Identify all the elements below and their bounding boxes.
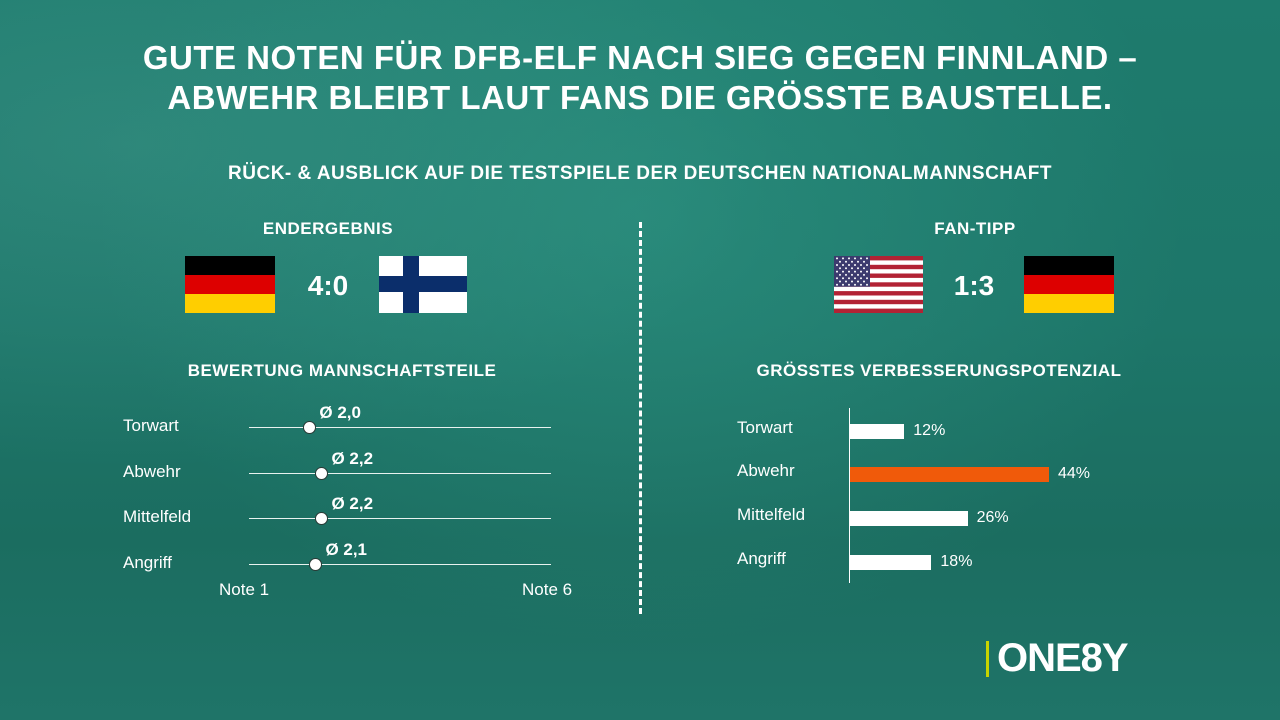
logo-accent-bar — [986, 641, 989, 677]
ratings-chart-title: BEWERTUNG MANNSCHAFTSTEILE — [187, 361, 497, 380]
result-header: ENDERGEBNIS — [262, 219, 394, 238]
potential-bar — [850, 424, 905, 439]
x-max-label: Note 6 — [522, 580, 573, 599]
bar-axis-line — [849, 408, 850, 583]
tip-score: 1:3 — [953, 270, 995, 301]
rating-marker — [302, 421, 316, 434]
rating-marker — [308, 558, 322, 571]
section-divider — [639, 222, 642, 614]
potential-bar — [850, 555, 932, 570]
rating-marker — [314, 512, 328, 525]
rating-average-label: Ø 2,1 — [325, 540, 368, 559]
germany-flag-icon — [185, 256, 275, 313]
bars-chart-title: GRÖSSTES VERBESSERUNGSPOTENZIAL — [756, 361, 1122, 380]
rating-track — [249, 427, 551, 428]
rating-average-label: Ø 2,2 — [331, 494, 374, 513]
rating-track — [249, 473, 551, 474]
potential-value-label: 12% — [913, 422, 946, 439]
potential-category-label: Angriff — [737, 549, 786, 568]
rating-track — [249, 564, 551, 565]
rating-average-label: Ø 2,0 — [319, 403, 361, 422]
rating-category-label: Torwart — [123, 416, 179, 435]
rating-track — [249, 518, 551, 519]
rating-category-label: Abwehr — [123, 462, 181, 481]
page-title: GUTE NOTEN FÜR DFB-ELF NACH SIEG GEGEN F… — [0, 38, 1280, 118]
title-line-2: ABWEHR BLEIBT LAUT FANS DIE GRÖSSTE BAUS… — [167, 79, 1113, 116]
page-subtitle: RÜCK- & AUSBLICK AUF DIE TESTSPIELE DER … — [228, 163, 1052, 184]
ratings-chart: Torwart Ø 2,0 Abwehr Ø 2,2 Mittelfeld Ø 2,2 An… — [123, 403, 551, 572]
rating-marker — [314, 467, 328, 480]
usa-flag-icon — [834, 256, 923, 313]
x-min-label: Note 1 — [219, 580, 270, 599]
potential-category-label: Torwart — [737, 418, 793, 437]
potential-bar — [850, 467, 1049, 482]
potential-value-label: 44% — [1058, 465, 1091, 482]
one8y-logo: ONE8Y — [997, 636, 1129, 680]
rating-category-label: Angriff — [123, 553, 172, 572]
result-score: 4:0 — [307, 270, 349, 301]
germany-flag-icon — [1024, 256, 1114, 313]
potential-value-label: 26% — [976, 509, 1009, 526]
potential-bar — [850, 511, 968, 526]
finland-flag-icon — [379, 256, 467, 313]
title-line-1: GUTE NOTEN FÜR DFB-ELF NACH SIEG GEGEN F… — [142, 39, 1138, 76]
potential-category-label: Mittelfeld — [737, 505, 806, 524]
rating-average-label: Ø 2,2 — [331, 449, 374, 468]
potential-value-label: 18% — [940, 553, 973, 570]
potential-category-label: Abwehr — [737, 461, 795, 480]
rating-category-label: Mittelfeld — [123, 507, 192, 526]
tip-header: FAN-TIPP — [934, 219, 1016, 238]
